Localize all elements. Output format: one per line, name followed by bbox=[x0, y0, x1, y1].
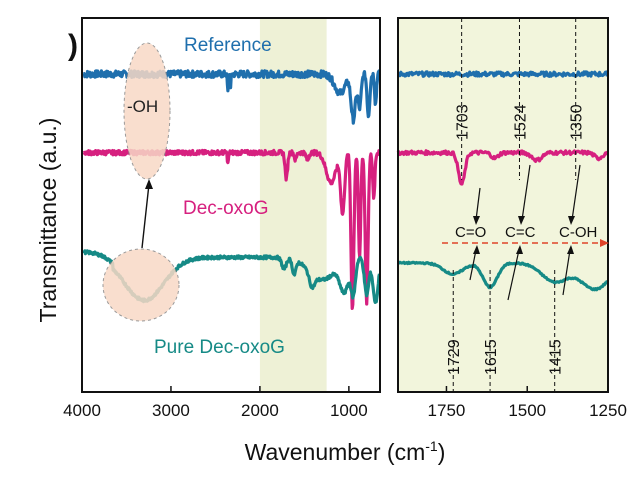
right-highlight-region bbox=[398, 18, 608, 392]
left-x-tick-label: 1000 bbox=[330, 401, 368, 420]
oh-label: -OH bbox=[127, 97, 158, 116]
right-panel: 1750 1500 1250 bbox=[396, 17, 627, 420]
left-x-tick-label: 2000 bbox=[241, 401, 279, 420]
bond-label-co: C=O bbox=[455, 224, 486, 241]
oh-ellipse-top bbox=[123, 42, 171, 180]
oh-arrow-head bbox=[145, 179, 153, 189]
series-line-right bbox=[397, 260, 609, 292]
peak-label-bottom: 1729 bbox=[446, 339, 463, 375]
series-line-right bbox=[397, 70, 609, 78]
left-x-tick-label: 3000 bbox=[152, 401, 190, 420]
left-panel-frame bbox=[81, 17, 381, 393]
right-x-tick-label: 1750 bbox=[428, 401, 466, 420]
bond-label-cc: C=C bbox=[505, 224, 536, 241]
oh-arrow bbox=[141, 183, 150, 249]
x-axis-title: Wavenumber (cm-1) bbox=[245, 438, 446, 465]
series-line-right bbox=[396, 149, 609, 186]
oh-ellipse-bottom bbox=[102, 248, 180, 322]
series-label-dec-oxog: Dec-oxoG bbox=[183, 198, 269, 219]
peak-label-top: 1350 bbox=[569, 104, 586, 140]
right-x-tick-label: 1500 bbox=[508, 401, 546, 420]
bond-arrows bbox=[469, 164, 581, 301]
peak-label-bottom: 1415 bbox=[548, 339, 565, 375]
bond-arrow-head bbox=[600, 239, 609, 247]
peak-label-top: 1703 bbox=[455, 104, 472, 140]
y-axis-title: Transmittance (a.u.) bbox=[35, 118, 61, 323]
left-x-tick-label: 4000 bbox=[63, 401, 101, 420]
peak-label-bottom: 1615 bbox=[483, 339, 500, 375]
right-panel-frame bbox=[397, 17, 609, 393]
left-panel: 4000 3000 2000 1000 bbox=[63, 17, 382, 420]
bond-label-coh: C-OH bbox=[559, 224, 597, 241]
peak-label-top: 1524 bbox=[512, 104, 529, 140]
panel-label: ) bbox=[68, 29, 78, 62]
right-x-tick-label: 1250 bbox=[589, 401, 627, 420]
series-label-pure-dec-oxog: Pure Dec-oxoG bbox=[154, 337, 285, 358]
left-highlight-region bbox=[259, 18, 327, 392]
series-label-reference: Reference bbox=[184, 35, 272, 56]
